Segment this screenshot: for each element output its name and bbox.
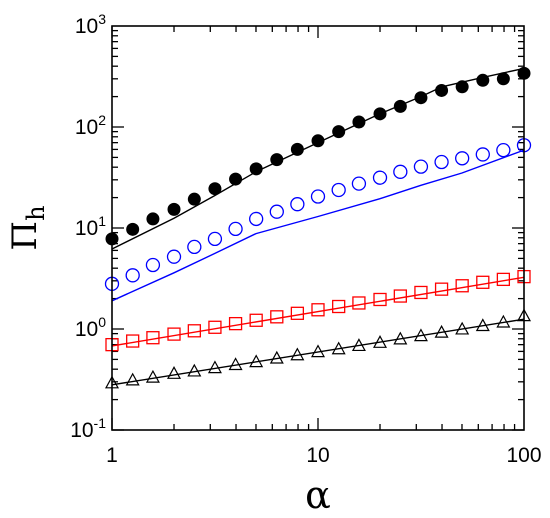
data-point bbox=[311, 134, 325, 148]
data-point bbox=[496, 272, 511, 287]
series-line bbox=[111, 67, 525, 250]
data-point bbox=[475, 318, 490, 332]
data-point bbox=[228, 221, 243, 237]
series-markers bbox=[104, 66, 532, 389]
data-point bbox=[434, 282, 449, 296]
data-point bbox=[270, 153, 284, 167]
data-point bbox=[455, 80, 469, 94]
data-point bbox=[332, 125, 346, 139]
data-point bbox=[352, 115, 366, 129]
data-point bbox=[496, 72, 510, 86]
data-point bbox=[331, 341, 346, 355]
series-line bbox=[111, 149, 525, 302]
data-point bbox=[208, 182, 222, 196]
data-point bbox=[310, 344, 326, 358]
data-point bbox=[167, 202, 181, 216]
data-point bbox=[496, 314, 511, 328]
data-point bbox=[434, 154, 449, 170]
data-point bbox=[207, 360, 222, 374]
series-line bbox=[111, 276, 525, 347]
data-point bbox=[352, 296, 366, 310]
data-point bbox=[126, 222, 140, 236]
data-point bbox=[290, 197, 305, 212]
data-point bbox=[187, 363, 202, 377]
data-point bbox=[145, 369, 160, 383]
data-point bbox=[393, 289, 407, 303]
y-tick-label: 10-1 bbox=[70, 415, 106, 442]
data-point bbox=[145, 257, 161, 273]
y-axis-title: Πh bbox=[5, 205, 50, 250]
x-tick-label: 100 bbox=[506, 444, 541, 467]
data-point bbox=[393, 164, 408, 179]
x-axis-title: α bbox=[305, 473, 331, 517]
data-point bbox=[167, 366, 182, 379]
data-point bbox=[290, 142, 304, 156]
y-axis-title-main: Π bbox=[5, 221, 45, 251]
data-point bbox=[435, 83, 449, 97]
data-point bbox=[249, 354, 264, 368]
data-point bbox=[414, 285, 428, 300]
data-point bbox=[476, 73, 490, 87]
data-point bbox=[373, 107, 387, 121]
data-point bbox=[270, 310, 284, 324]
data-point bbox=[146, 331, 160, 345]
data-point bbox=[332, 299, 346, 314]
data-point bbox=[311, 303, 325, 317]
data-point bbox=[351, 338, 366, 352]
y-tick-label: 103 bbox=[75, 11, 106, 38]
data-point bbox=[126, 334, 140, 348]
data-point bbox=[187, 239, 202, 255]
y-axis-title-sub: h bbox=[22, 205, 50, 220]
data-point bbox=[351, 176, 367, 191]
data-point bbox=[229, 172, 243, 186]
data-point bbox=[228, 357, 243, 371]
data-point bbox=[455, 151, 470, 166]
data-point bbox=[455, 279, 469, 293]
data-point bbox=[249, 211, 264, 227]
data-point bbox=[373, 292, 387, 307]
data-point bbox=[125, 268, 140, 283]
data-point bbox=[208, 320, 222, 334]
y-tick-label: 101 bbox=[75, 213, 106, 240]
data-point bbox=[476, 275, 490, 289]
x-tick-label: 10 bbox=[306, 444, 329, 467]
data-point bbox=[393, 99, 407, 113]
data-point bbox=[331, 182, 346, 198]
y-tick-label: 102 bbox=[75, 112, 106, 139]
data-point bbox=[269, 350, 284, 364]
data-point bbox=[373, 335, 388, 348]
data-point bbox=[146, 212, 160, 226]
data-point bbox=[496, 142, 511, 158]
plot-frame bbox=[111, 25, 525, 431]
x-tick-labels: 1 10 100 bbox=[106, 444, 541, 467]
data-point bbox=[434, 324, 449, 338]
x-tick-label: 1 bbox=[106, 444, 118, 467]
data-point bbox=[228, 316, 243, 331]
data-point bbox=[249, 313, 263, 327]
data-point bbox=[249, 162, 263, 176]
data-point bbox=[269, 204, 284, 219]
series-lines bbox=[111, 67, 525, 386]
data-point bbox=[475, 147, 490, 162]
series-line bbox=[111, 318, 525, 386]
data-point bbox=[310, 189, 326, 204]
data-point bbox=[393, 331, 408, 345]
data-point bbox=[187, 192, 201, 206]
y-tick-labels: 10-1 100 101 102 103 bbox=[70, 11, 106, 442]
data-point bbox=[414, 91, 428, 105]
data-point bbox=[167, 327, 181, 341]
data-point bbox=[207, 231, 223, 247]
data-point bbox=[166, 249, 182, 264]
data-point bbox=[290, 347, 305, 361]
data-point bbox=[187, 324, 201, 338]
data-point bbox=[413, 159, 429, 174]
data-point bbox=[372, 170, 388, 185]
y-tick-label: 100 bbox=[75, 314, 106, 341]
data-point bbox=[455, 321, 470, 335]
data-point bbox=[413, 328, 428, 342]
data-point bbox=[290, 306, 305, 320]
data-point bbox=[125, 372, 140, 386]
